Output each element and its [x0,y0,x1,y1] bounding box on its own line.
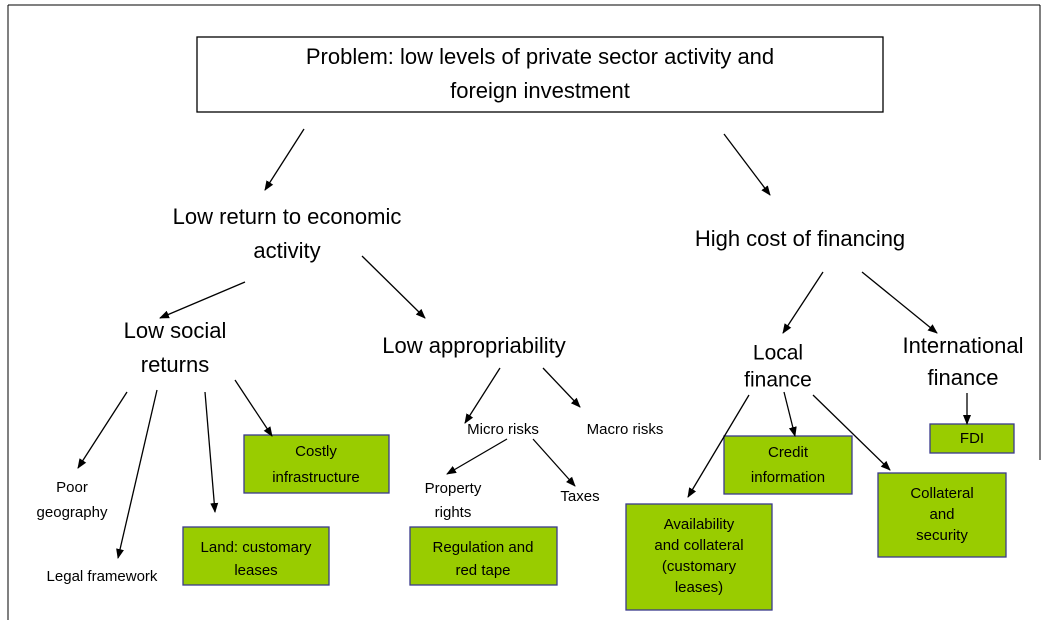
node-label: Problem: low levels of private sector ac… [306,44,774,69]
green-box [929,423,1015,454]
node-label: finance [744,369,812,392]
node-label: information [751,469,825,486]
node-label: International [902,333,1023,358]
green-box [243,434,390,494]
node-label: geography [37,504,108,521]
node-label: Local [753,342,803,365]
node-label: Macro risks [587,421,664,438]
node-label: Micro risks [467,421,539,438]
node-label: Poor [56,479,88,496]
node-label: (customary [662,558,737,575]
node-label: and [929,506,954,523]
problem-box [196,36,884,113]
node-label: red tape [455,562,510,579]
node-label: Land: customary [201,539,312,556]
node-label: foreign investment [450,78,630,103]
node-label: Regulation and [433,539,534,556]
node-label: High cost of financing [695,226,905,251]
frame [7,4,1041,620]
node-label: Low appropriability [382,333,565,358]
green-box [182,526,330,586]
node-label: Low return to economic [173,204,402,229]
node-label: finance [928,365,999,390]
node-label: leases [234,562,277,579]
node-label: Legal framework [47,568,158,585]
node-label: Availability [664,516,735,533]
green-box [409,526,558,586]
node-label: security [916,527,968,544]
node-label: Collateral [910,485,973,502]
node-label: rights [435,504,472,521]
green-box [625,503,773,611]
node-label: Taxes [560,488,599,505]
node-label: infrastructure [272,469,360,486]
node-label: returns [141,352,209,377]
node-label: and collateral [654,537,743,554]
node-label: activity [253,238,320,263]
node-label: Low social [124,318,227,343]
node-label: Costly [295,443,337,460]
green-box [877,472,1007,558]
arrows [77,128,971,559]
node-label: Credit [768,444,809,461]
green-box [723,435,853,495]
node-label: Property [425,480,482,497]
node-label: FDI [960,430,984,447]
node-label: leases) [675,579,723,596]
